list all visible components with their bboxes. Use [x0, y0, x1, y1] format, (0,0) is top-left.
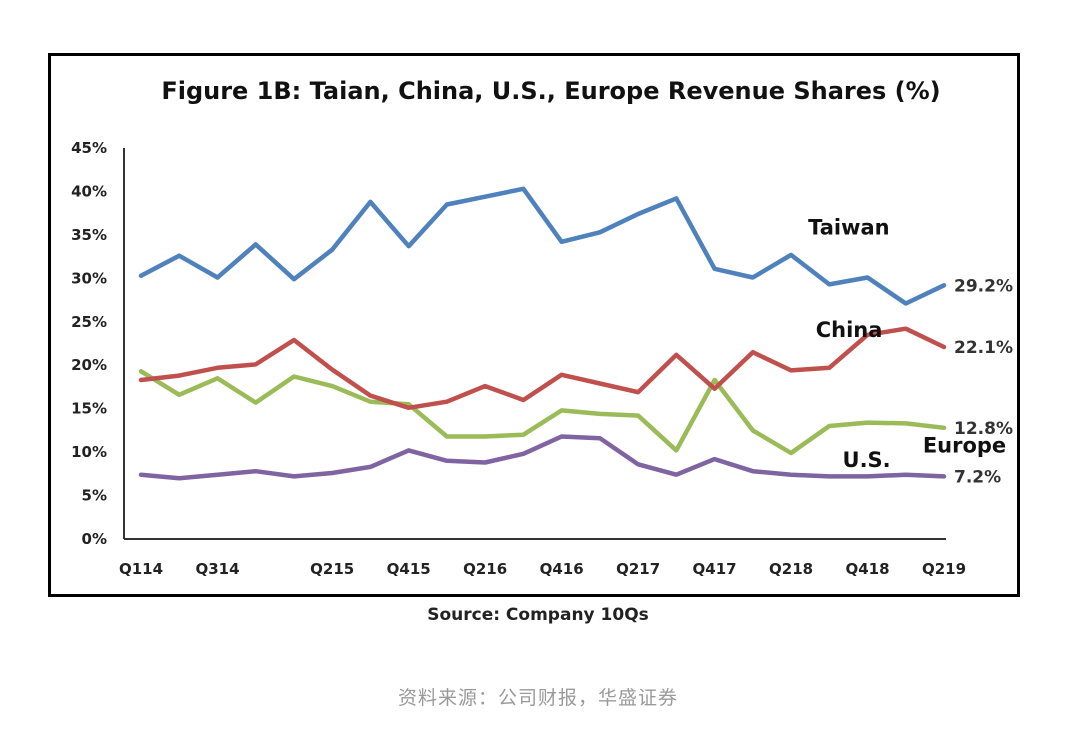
y-tick-label: 15% — [71, 400, 107, 418]
x-axis: Q114 Q314 Q215 Q415 Q216 Q416 Q217 Q417 Q218 Q418… — [119, 538, 966, 578]
x-tick-label: Q417 — [693, 560, 737, 578]
y-tick-label: 10% — [71, 443, 107, 461]
series-labels: Taiwan 29.2% China 22.1% U.S. 12.8%Europe 7.2% — [808, 215, 1013, 487]
series-name-label: U.S. — [843, 448, 891, 472]
series-line-europe — [138, 434, 947, 481]
x-tick-label: Q216 — [463, 560, 507, 578]
series-lines — [138, 186, 947, 481]
chart-frame: Figure 1B: Taian, China, U.S., Europe Re… — [48, 53, 1020, 597]
series-name-label: Taiwan — [808, 215, 890, 239]
end-value-label: 29.2% — [954, 276, 1013, 296]
y-axis: 0% 5% 10% 15% 20% 25% 30% 35% 40% 45% — [71, 139, 125, 548]
x-tick-label: Q314 — [195, 560, 239, 578]
caption: 资料来源：公司财报，华盛证券 — [397, 687, 678, 709]
x-tick-label: Q114 — [119, 560, 163, 578]
y-tick-label: 0% — [82, 530, 107, 548]
y-tick-label: 20% — [71, 356, 107, 374]
y-tick-label: 30% — [71, 269, 107, 287]
chart-title: Figure 1B: Taian, China, U.S., Europe Re… — [161, 77, 940, 105]
y-tick-label: 25% — [71, 313, 107, 331]
y-tick-label: 35% — [71, 226, 107, 244]
end-value-label: 22.1% — [954, 338, 1013, 358]
series-line-china — [138, 326, 947, 411]
series-name-label: China — [816, 318, 883, 342]
source-note: Source: Company 10Qs — [427, 605, 649, 625]
line-chart: Figure 1B: Taian, China, U.S., Europe Re… — [71, 77, 1013, 578]
x-tick-label: Q219 — [922, 560, 966, 578]
x-tick-label: Q418 — [845, 560, 889, 578]
series-name-label: Europe — [923, 434, 1006, 458]
end-value-label: 7.2% — [954, 467, 1001, 487]
x-tick-label: Q416 — [540, 560, 584, 578]
x-tick-label: Q415 — [387, 560, 431, 578]
y-tick-label: 45% — [71, 139, 107, 157]
end-value-label: 12.8% — [954, 419, 1013, 439]
series-line-us — [138, 369, 947, 456]
x-tick-label: Q218 — [769, 560, 813, 578]
x-tick-label: Q217 — [616, 560, 660, 578]
y-tick-label: 40% — [71, 182, 107, 200]
y-tick-label: 5% — [82, 487, 107, 505]
x-tick-label: Q215 — [310, 560, 354, 578]
series-line-taiwan — [138, 186, 947, 306]
